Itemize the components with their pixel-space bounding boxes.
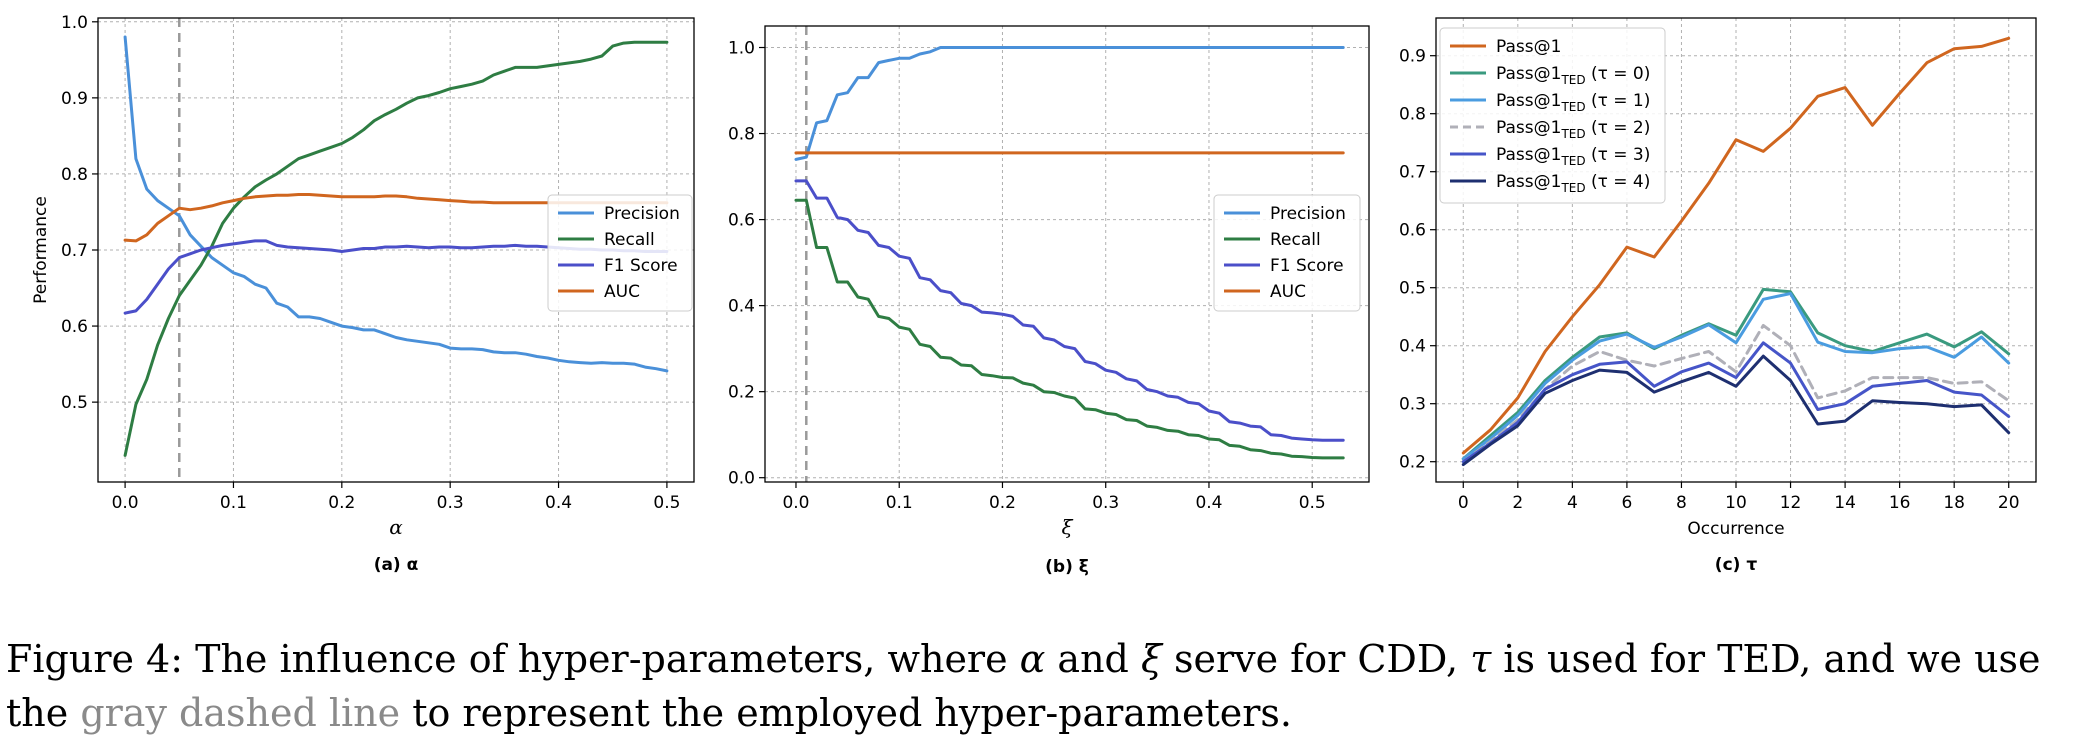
y-tick-label: 0.0 [728,469,755,489]
x-tick-label: 0.0 [112,493,139,513]
x-tick-label: 0.0 [782,493,809,513]
legend: Pass@1 Pass@1TED (τ = 0) Pass@1TED (τ = 1)… [1439,27,1666,204]
series-line-recall [123,40,669,457]
legend-label: AUC [604,282,640,302]
y-tick-label: 0.4 [728,297,755,317]
y-tick-label: 0.9 [1399,47,1426,67]
y-tick-label: 1.0 [728,39,755,59]
y-tick-label: 0.3 [1399,395,1426,415]
legend-label: Precision [604,204,680,224]
legend-label: Recall [604,230,655,250]
x-tick-label: 0.2 [328,493,355,513]
y-tick-label: 0.6 [728,211,755,231]
x-tick-label: 0.4 [1195,493,1222,513]
x-tick-label: 8 [1676,493,1687,513]
x-tick-label: 0.3 [437,493,464,513]
legend-label: Pass@1TED (τ = 1) [1496,91,1650,114]
caption-lead: Figure 4: The influence of hyper-paramet… [6,637,1020,681]
legend-label: AUC [1270,282,1306,302]
x-tick-label: 0.2 [989,493,1016,513]
legend: Precision Recall F1 Score AUC [547,194,693,312]
x-tick-label: 20 [1998,493,2020,513]
figure: 0.0 0.1 0.2 0.3 0.4 0.5 0.5 0.6 0.7 0.8 0.9 1.0 α Per… [31,13,2037,577]
legend-label: Precision [1270,204,1346,224]
x-tick-label: 0.4 [545,493,572,513]
x-tick-label: 10 [1725,493,1747,513]
legend-label: Pass@1TED (τ = 2) [1496,118,1650,141]
x-tick-label: 0 [1458,493,1469,513]
series-line-precision [123,35,669,373]
y-tick-label: 0.8 [728,125,755,145]
legend: Precision Recall F1 Score AUC [1213,194,1361,312]
x-tick-label: 4 [1567,493,1578,513]
x-axis-label: α [389,515,403,539]
legend-box [1439,27,1666,204]
y-tick-label: 0.7 [1399,163,1426,183]
x-tick-label: 0.1 [220,493,247,513]
series-line-f1-score [794,179,1345,442]
subplot-caption: (c) τ [1715,555,1758,575]
legend-box [1213,194,1361,312]
caption-gray-dashed-line: gray dashed line [80,691,401,735]
y-axis-label: Performance [31,196,51,304]
caption-alpha: α [1019,637,1046,681]
caption-mid2: is used for TED, and we use the [6,637,2041,735]
y-tick-label: 0.2 [1399,453,1426,473]
x-tick-label: 0.3 [1092,493,1119,513]
y-tick-label: 0.8 [61,165,88,185]
figure-caption: Figure 4: The influence of hyper-paramet… [6,632,2068,740]
x-tick-label: 0.5 [1299,493,1326,513]
series-line-pass-1ted-4 [1461,354,2011,467]
chart-panel-3: 0 2 4 6 8 10 12 14 16 18 20 0.2 0.3 0.4 0.5 0.6 0.7 0.8 0.… [1399,17,2037,575]
legend-label: Pass@1TED (τ = 0) [1496,64,1650,87]
plot-frame [97,17,695,483]
caption-and: and [1045,637,1141,681]
series-line-pass-1ted-1 [1461,292,2011,461]
series-line-recall [794,198,1345,460]
subplot-caption: (a) α [374,555,419,575]
x-tick-label: 16 [1889,493,1911,513]
y-tick-label: 0.5 [1399,279,1426,299]
series-line-pass-1ted-0 [1461,287,2011,461]
legend-label: Pass@1TED (τ = 3) [1496,145,1650,168]
caption-xi: ξ [1140,637,1162,681]
subplot-caption: (b) ξ [1045,557,1089,577]
legend-label: Recall [1270,230,1321,250]
legend-label: Pass@1 [1496,37,1561,57]
caption-mid: serve for CDD, [1161,637,1471,681]
x-tick-label: 18 [1943,493,1965,513]
y-tick-label: 0.6 [1399,221,1426,241]
x-tick-label: 6 [1621,493,1632,513]
plot-frame [1435,17,2037,483]
legend-label: F1 Score [604,256,678,276]
y-tick-label: 0.7 [61,241,88,261]
y-tick-label: 0.8 [1399,105,1426,125]
legend-box [547,194,693,312]
series-line-pass-1 [1461,36,2011,455]
x-tick-label: 0.1 [886,493,913,513]
y-tick-label: 0.4 [1399,337,1426,357]
series-line-pass-1ted-3 [1461,341,2011,464]
chart-panel-2: 0.0 0.1 0.2 0.3 0.4 0.5 0.0 0.2 0.4 0.6 0.8 1.0 ξ (b)… [728,25,1370,577]
legend-label: Pass@1TED (τ = 4) [1496,172,1650,195]
y-tick-label: 0.5 [61,393,88,413]
series-line-pass-1ted-2 [1461,323,2011,464]
x-axis-label: ξ [1061,515,1073,539]
y-tick-label: 1.0 [61,13,88,33]
y-tick-label: 0.6 [61,317,88,337]
x-tick-label: 2 [1512,493,1523,513]
x-tick-label: 12 [1780,493,1802,513]
series-line-precision [794,46,1345,161]
caption-tau: τ [1470,637,1492,681]
legend-label: F1 Score [1270,256,1344,276]
plot-frame [764,25,1370,483]
x-tick-label: 14 [1834,493,1856,513]
x-axis-label: Occurrence [1687,519,1784,539]
caption-tail: to represent the employed hyper-paramete… [400,691,1293,735]
x-tick-label: 0.5 [653,493,680,513]
y-tick-label: 0.9 [61,89,88,109]
y-tick-label: 0.2 [728,383,755,403]
chart-panel-1: 0.0 0.1 0.2 0.3 0.4 0.5 0.5 0.6 0.7 0.8 0.9 1.0 α Per… [31,13,695,575]
